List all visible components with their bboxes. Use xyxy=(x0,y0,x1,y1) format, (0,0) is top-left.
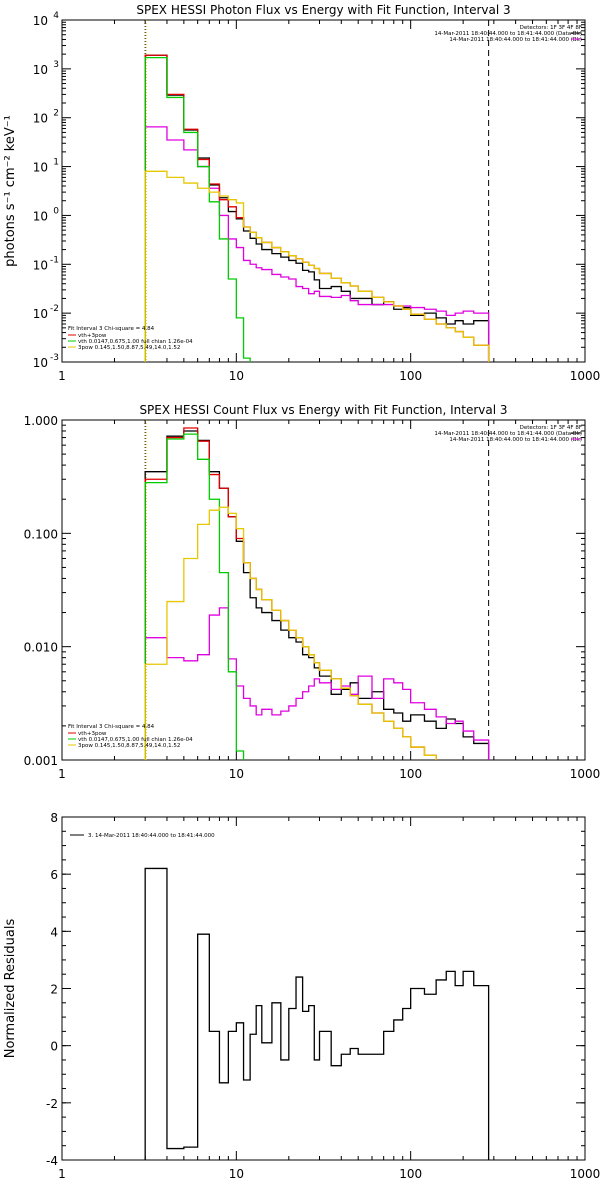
legend-top-right-line: Detectors: 1F 3F 4F 8F xyxy=(520,425,582,431)
y-tick-label: 0.100 xyxy=(24,527,58,541)
x-tick-label: 100 xyxy=(399,369,422,383)
series-data-bk xyxy=(144,430,490,760)
y-tick-exponent: 2 xyxy=(53,109,59,119)
legend-top-right-line: Detectors: 1F 3F 4F 8F xyxy=(520,25,582,31)
x-tick-label: 10 xyxy=(229,369,244,383)
legend-top-right-line: 14-Mar-2011 18:40:44.000 to 18:41:44.000… xyxy=(449,437,582,443)
y-tick-label: 10 xyxy=(33,161,48,175)
y-tick-label: -4 xyxy=(46,1154,58,1168)
y-tick-label: 10 xyxy=(33,307,48,321)
series-vth xyxy=(144,433,257,760)
y-tick-label: 10 xyxy=(33,356,48,370)
legend-label: vth+3pow xyxy=(78,333,107,339)
plot-frame xyxy=(61,19,586,363)
y-tick-exponent: 1 xyxy=(53,158,59,168)
series-residuals xyxy=(144,867,490,1160)
y-tick-label: 10 xyxy=(33,63,48,77)
x-tick-label: 10 xyxy=(229,767,244,781)
x-tick-label: 1 xyxy=(58,1167,66,1181)
y-tick-label: -2 xyxy=(46,1097,58,1111)
legend-top-right-line: 14-Mar-2011 18:40:44.000 to 18:41:44.000… xyxy=(449,37,582,43)
y-tick-exponent: 3 xyxy=(53,60,59,70)
legend-top-right-line: 14-Mar-2011 18:40:44.000 to 18:41:44.000… xyxy=(434,431,582,437)
chart-title: SPEX HESSI Photon Flux vs Energy with Fi… xyxy=(136,3,510,17)
chart-title: SPEX HESSI Count Flux vs Energy with Fit… xyxy=(139,403,507,417)
x-tick-label: 1 xyxy=(58,369,66,383)
y-tick-label: 10 xyxy=(33,112,48,126)
legend-label: vth 0.0147,0.675,1.00 full chian 1.26e-0… xyxy=(78,737,193,743)
y-tick-exponent: -2 xyxy=(50,304,59,314)
y-tick-label: 10 xyxy=(33,209,48,223)
y-tick-label: 2 xyxy=(50,983,58,997)
y-tick-exponent: 0 xyxy=(53,206,59,216)
y-tick-label: 10 xyxy=(33,258,48,272)
x-tick-label: 100 xyxy=(399,1167,422,1181)
y-tick-exponent: 4 xyxy=(53,11,59,21)
series-group xyxy=(144,54,490,362)
series-group xyxy=(144,867,490,1160)
legend-top-right-line: 14-Mar-2011 18:40:44.000 to 18:41:44.000… xyxy=(434,31,582,37)
y-tick-exponent: -3 xyxy=(50,353,59,363)
y-axis-label: Normalized Residuals xyxy=(3,919,18,1059)
legend-label: 3pow 0.145,1.50,8.87,5.49,14.0,1.52 xyxy=(78,743,180,749)
plot-frame xyxy=(61,419,586,761)
legend-label: vth 0.0147,0.675,1.00 full chian 1.26e-0… xyxy=(78,339,193,345)
panel-1: SPEX HESSI Photon Flux vs Energy with Fi… xyxy=(3,3,600,383)
y-axis-label: photons s⁻¹ cm⁻² keV⁻¹ xyxy=(3,115,18,267)
panel-2: SPEX HESSI Count Flux vs Energy with Fit… xyxy=(24,403,600,781)
x-tick-label: 10 xyxy=(229,1167,244,1181)
series-group xyxy=(144,427,490,760)
series-bk xyxy=(144,607,490,760)
legend-title: Fit Interval 3 Chi-square = 4.84 xyxy=(68,326,155,332)
y-tick-label: 0.001 xyxy=(24,754,58,768)
legend-title: Fit Interval 3 Chi-square = 4.84 xyxy=(68,724,155,730)
y-tick-label: 8 xyxy=(50,811,58,825)
x-tick-label: 1000 xyxy=(570,767,600,781)
y-tick-label: 1.000 xyxy=(24,414,58,428)
x-tick-label: 1000 xyxy=(570,369,600,383)
y-tick-label: 6 xyxy=(50,868,58,882)
y-tick-label: 0 xyxy=(50,1040,58,1054)
series-3pow xyxy=(144,506,490,760)
series-bk xyxy=(144,126,490,362)
legend-label: vth+3pow xyxy=(78,731,107,737)
panel-3: 1 10 100 1000 -4 -2 0 2 4 6 8 Normalized Residuals 3… xyxy=(3,811,600,1181)
legend-label: 3. 14-Mar-2011 18:40:44.000 to 18:41:44.… xyxy=(88,833,215,839)
x-tick-label: 1000 xyxy=(570,1167,600,1181)
y-tick-label: 10 xyxy=(33,14,48,28)
series-vth-3pow xyxy=(144,54,490,362)
legend-label: 3pow 0.145,1.50,8.87,5.49,14.0,1.52 xyxy=(78,345,180,351)
y-tick-exponent: -1 xyxy=(50,255,59,265)
y-tick-label: 4 xyxy=(50,925,58,939)
series-3pow xyxy=(144,170,490,362)
x-tick-label: 100 xyxy=(399,767,422,781)
series-data-bk xyxy=(144,54,490,362)
plot-frame xyxy=(61,816,586,1161)
series-vth-3pow xyxy=(144,427,490,760)
series-vth xyxy=(144,56,257,362)
x-tick-label: 1 xyxy=(58,767,66,781)
y-tick-label: 0.010 xyxy=(24,641,58,655)
